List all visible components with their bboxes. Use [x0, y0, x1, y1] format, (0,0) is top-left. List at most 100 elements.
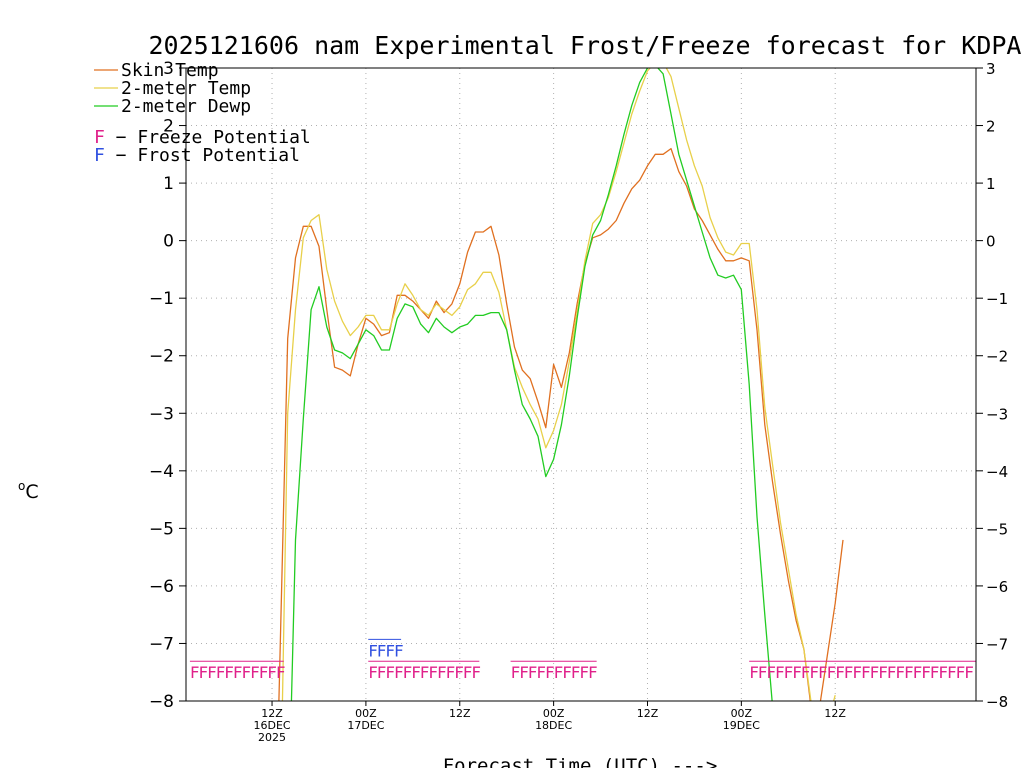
y-tick-label-right: −7: [986, 635, 1008, 653]
degree-sign: o: [18, 479, 25, 493]
y-tick-label-right: −3: [986, 405, 1008, 423]
freeze-potential-mark: F: [511, 663, 521, 682]
frost-potential-mark: F: [394, 641, 404, 660]
freeze-potential-mark: F: [904, 663, 914, 682]
x-tick-label: 19DEC: [723, 719, 760, 732]
freeze-potential-mark: F: [216, 663, 226, 682]
freeze-potential-mark: F: [394, 663, 404, 682]
series-2-meter-temp: [281, 68, 836, 701]
legend-label: 2-meter Dewp: [121, 96, 251, 117]
freeze-potential-mark: F: [844, 663, 854, 682]
freeze-potential-mark: F: [224, 663, 234, 682]
freeze-potential-mark: F: [579, 663, 589, 682]
freeze-potential-mark: F: [895, 663, 905, 682]
y-tick-label-left: −3: [149, 404, 174, 424]
y-tick-label-right: 3: [986, 60, 996, 78]
freeze-potential-mark: F: [861, 663, 871, 682]
freeze-potential-mark: F: [190, 663, 200, 682]
freeze-potential-mark: F: [921, 663, 931, 682]
freeze-potential-mark: F: [878, 663, 888, 682]
legend-potential-label: F − Freeze Potential: [94, 127, 311, 148]
frost-potential-mark: F: [385, 641, 395, 660]
y-tick-label-left: −2: [149, 347, 174, 367]
y-tick-label-right: −4: [986, 463, 1008, 481]
y-tick-label-right: −2: [986, 348, 1008, 366]
y-tick-label-left: 2: [163, 117, 174, 137]
freeze-potential-mark: F: [835, 663, 845, 682]
freeze-potential-mark: F: [827, 663, 837, 682]
y-tick-label-left: −1: [149, 289, 174, 309]
y-axis-ticks: −8 −8 −7 −7 −6 −6 −5 −5 −4 −4 −3 −3 −2 −2 −1 −1 0 0 1 1 2 2 3 3: [149, 59, 1008, 712]
freeze-potential-mark: F: [437, 663, 447, 682]
freeze-potential-mark: F: [775, 663, 785, 682]
frost-potential-mark: F: [368, 641, 378, 660]
freeze-potential-mark: F: [250, 663, 260, 682]
y-tick-label-left: 1: [163, 174, 174, 194]
freeze-potential-mark: F: [956, 663, 966, 682]
freeze-potential-mark: F: [276, 663, 286, 682]
freeze-potential-mark: F: [242, 663, 252, 682]
x-tick-label: 12Z: [824, 707, 846, 720]
x-tick-label: 12Z: [637, 707, 659, 720]
frost-potential-mark: F: [377, 641, 387, 660]
freeze-potential-mark: F: [259, 663, 269, 682]
freeze-potential-mark: F: [947, 663, 957, 682]
series-lines: [278, 68, 844, 701]
freeze-potential-mark: F: [428, 663, 438, 682]
freeze-potential-mark: F: [852, 663, 862, 682]
freeze-potential-mark: F: [454, 663, 464, 682]
x-tick-label: 12Z: [449, 707, 471, 720]
freeze-potential-mark: F: [420, 663, 430, 682]
freeze-potential-mark: F: [411, 663, 421, 682]
x-tick-label: 00Z: [731, 707, 753, 720]
legend-potential-label: F − Frost Potential: [94, 145, 300, 166]
y-tick-label-right: 1: [986, 175, 996, 193]
x-tick-label: 00Z: [355, 707, 377, 720]
freeze-potential-mark: F: [930, 663, 940, 682]
celsius-letter: C: [25, 481, 38, 503]
legend-label: 2-meter Temp: [121, 78, 251, 99]
freeze-potential-mark: F: [545, 663, 555, 682]
freeze-potential-mark: F: [267, 663, 277, 682]
freeze-potential-mark: F: [385, 663, 395, 682]
y-tick-label-left: −8: [149, 692, 174, 712]
freeze-potential-mark: F: [471, 663, 481, 682]
legend-label: Skin Temp: [121, 60, 219, 81]
freeze-potential-mark: F: [368, 663, 378, 682]
y-tick-label-left: −6: [149, 577, 174, 597]
series-skin-temp: [278, 147, 844, 701]
y-tick-label-left: −4: [149, 462, 174, 482]
freeze-potential-mark: F: [519, 663, 529, 682]
y-tick-label-left: 3: [163, 59, 174, 79]
freeze-potential-mark: F: [784, 663, 794, 682]
grid-lines: [186, 67, 976, 702]
x-tick-label: 12Z: [261, 707, 283, 720]
freeze-potential-mark: F: [758, 663, 768, 682]
x-tick-label: 17DEC: [347, 719, 384, 732]
x-tick-label: 16DEC: [253, 719, 290, 732]
freeze-potential-mark: F: [913, 663, 923, 682]
freeze-potential-mark: F: [233, 663, 243, 682]
series-2-meter-dewp: [290, 68, 773, 701]
freeze-potential-mark: F: [964, 663, 974, 682]
freeze-potential-mark: F: [766, 663, 776, 682]
plot-frame: [185, 67, 977, 702]
freeze-potential-mark: F: [463, 663, 473, 682]
freeze-potential-mark: F: [536, 663, 546, 682]
freeze-potential-mark: F: [446, 663, 456, 682]
freeze-potential-mark: F: [887, 663, 897, 682]
freeze-potential-mark: F: [792, 663, 802, 682]
y-tick-label-right: 0: [986, 233, 996, 251]
y-tick-label-right: −8: [986, 693, 1008, 711]
y-tick-label-right: −6: [986, 578, 1008, 596]
freeze-potential-mark: F: [377, 663, 387, 682]
y-tick-label-right: −5: [986, 520, 1008, 538]
freeze-potential-mark: F: [571, 663, 581, 682]
freeze-potential-mark: F: [749, 663, 759, 682]
freeze-potential-mark: F: [818, 663, 828, 682]
freeze-potential-mark: F: [199, 663, 209, 682]
freeze-potential-mark: F: [403, 663, 413, 682]
